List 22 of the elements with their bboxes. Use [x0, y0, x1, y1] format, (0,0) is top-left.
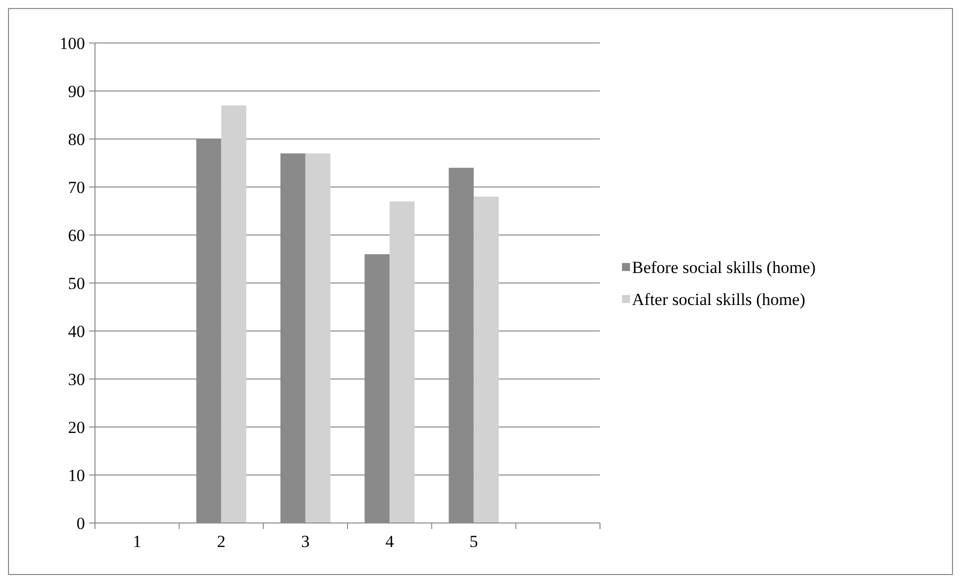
legend-label: Before social skills (home) — [632, 258, 816, 277]
bar — [221, 105, 246, 523]
legend-label: After social skills (home) — [632, 290, 806, 309]
y-tick-label: 20 — [68, 418, 85, 437]
y-tick-label: 40 — [68, 322, 85, 341]
x-tick-label: 1 — [132, 532, 142, 551]
y-tick-label: 30 — [68, 370, 85, 389]
x-tick-label: 3 — [301, 532, 310, 551]
x-tick-label: 4 — [385, 532, 394, 551]
y-tick-label: 10 — [68, 466, 85, 485]
bar — [390, 201, 415, 523]
x-tick-label: 2 — [217, 532, 226, 551]
y-tick-label: 70 — [68, 178, 85, 197]
x-tick-label: 5 — [470, 532, 478, 551]
y-tick-label: 0 — [76, 514, 85, 533]
y-tick-label: 100 — [60, 34, 85, 53]
bar — [474, 196, 499, 523]
bar — [305, 153, 330, 523]
y-tick-label: 50 — [68, 274, 85, 293]
y-tick-label: 80 — [68, 130, 85, 149]
y-tick-label: 60 — [68, 226, 85, 245]
y-tick-label: 90 — [68, 82, 85, 101]
